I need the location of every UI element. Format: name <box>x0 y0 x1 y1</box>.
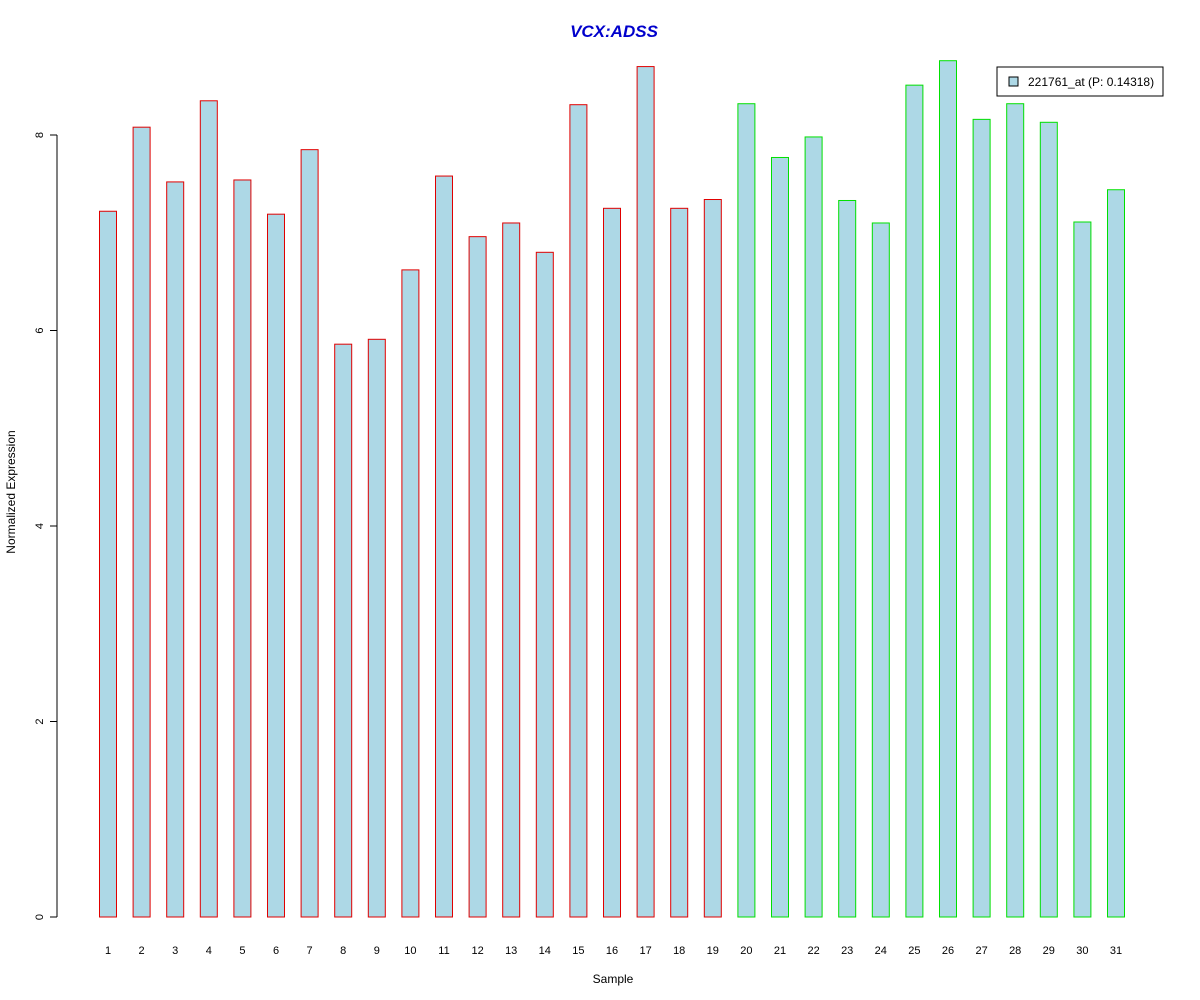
bar-sample-11 <box>435 175 453 918</box>
bar-sample-22 <box>804 136 823 918</box>
bar-sample-10 <box>401 269 420 918</box>
bar-sample-28 <box>1006 103 1025 918</box>
bar-sample-9 <box>367 338 386 918</box>
bar-sample-4 <box>199 100 218 918</box>
bar-sample-24 <box>871 222 890 918</box>
bar-sample-8 <box>334 343 353 918</box>
x-tick-label: 12 <box>471 945 483 957</box>
x-tick-label: 10 <box>404 945 416 957</box>
bar-sample-14 <box>535 251 554 918</box>
legend-swatch <box>1008 76 1019 87</box>
bar-sample-29 <box>1039 121 1058 918</box>
x-tick-label: 29 <box>1043 945 1055 957</box>
x-tick-label: 27 <box>975 945 987 957</box>
x-tick-label: 17 <box>639 945 651 957</box>
bar-sample-3 <box>166 181 185 918</box>
x-tick-label: 28 <box>1009 945 1021 957</box>
x-tick-label: 21 <box>774 945 786 957</box>
bar-sample-25 <box>905 84 924 918</box>
x-tick-label: 14 <box>539 945 551 957</box>
x-tick-label: 25 <box>908 945 920 957</box>
bar-sample-31 <box>1107 189 1125 918</box>
x-tick-label: 20 <box>740 945 752 957</box>
bar-sample-27 <box>972 118 991 918</box>
legend-label: 221761_at (P: 0.14318) <box>1028 75 1154 89</box>
bar-sample-30 <box>1073 221 1092 918</box>
bar-sample-12 <box>468 236 487 918</box>
bar-sample-21 <box>771 156 789 918</box>
bar-sample-26 <box>939 60 957 918</box>
bar-sample-1 <box>99 210 117 918</box>
y-tick-label: 6 <box>34 327 46 333</box>
x-axis-tick-labels: 1 2 3 4 5 6 7 8 9 10 11 12 13 14 15 16 17 18 19 20 21 22 23 24 2… <box>105 945 1122 957</box>
x-tick-label: 31 <box>1110 945 1122 957</box>
x-tick-label: 26 <box>942 945 954 957</box>
x-tick-label: 15 <box>572 945 584 957</box>
bars-group <box>99 60 1125 918</box>
x-tick-label: 16 <box>606 945 618 957</box>
x-tick-label: 18 <box>673 945 685 957</box>
x-tick-label: 5 <box>239 945 245 957</box>
x-tick-label: 23 <box>841 945 853 957</box>
x-tick-label: 30 <box>1076 945 1088 957</box>
x-tick-label: 1 <box>105 945 111 957</box>
x-tick-label: 13 <box>505 945 517 957</box>
bar-sample-7 <box>300 149 319 918</box>
y-tick-label: 8 <box>34 132 46 138</box>
chart-title: VCX:ADSS <box>570 22 659 41</box>
bar-sample-5 <box>233 179 252 918</box>
legend: 221761_at (P: 0.14318) <box>996 66 1164 97</box>
x-tick-label: 24 <box>875 945 887 957</box>
x-tick-label: 6 <box>273 945 279 957</box>
x-tick-label: 19 <box>707 945 719 957</box>
y-axis-title: Normalized Expression <box>4 430 18 553</box>
y-tick-label: 4 <box>34 523 46 529</box>
bar-sample-17 <box>636 66 655 918</box>
y-axis: 0 2 4 6 8 <box>34 132 58 920</box>
bar-sample-2 <box>132 126 151 918</box>
x-tick-label: 2 <box>139 945 145 957</box>
y-tick-label: 0 <box>34 914 46 920</box>
bar-sample-13 <box>502 222 521 918</box>
bar-sample-20 <box>737 103 756 918</box>
x-tick-label: 9 <box>374 945 380 957</box>
y-tick-label: 2 <box>34 718 46 724</box>
x-tick-label: 11 <box>438 945 449 957</box>
x-axis-title: Sample <box>593 972 634 986</box>
x-tick-label: 3 <box>172 945 178 957</box>
x-tick-label: 8 <box>340 945 346 957</box>
legend-box <box>996 66 1164 97</box>
bar-sample-16 <box>603 207 621 918</box>
bar-sample-23 <box>838 199 857 918</box>
bar-sample-18 <box>670 207 689 918</box>
bar-sample-19 <box>703 199 722 918</box>
x-tick-label: 4 <box>206 945 212 957</box>
bar-sample-15 <box>569 104 588 918</box>
x-tick-label: 7 <box>307 945 313 957</box>
x-tick-label: 22 <box>807 945 819 957</box>
bar-sample-6 <box>267 213 285 918</box>
